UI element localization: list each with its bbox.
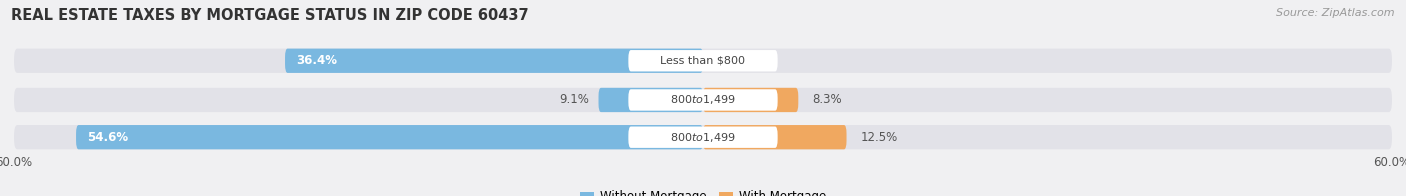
Text: 9.1%: 9.1% bbox=[560, 93, 589, 106]
Legend: Without Mortgage, With Mortgage: Without Mortgage, With Mortgage bbox=[575, 186, 831, 196]
FancyBboxPatch shape bbox=[599, 88, 703, 112]
Text: Less than $800: Less than $800 bbox=[661, 56, 745, 66]
FancyBboxPatch shape bbox=[628, 50, 778, 72]
Text: REAL ESTATE TAXES BY MORTGAGE STATUS IN ZIP CODE 60437: REAL ESTATE TAXES BY MORTGAGE STATUS IN … bbox=[11, 8, 529, 23]
FancyBboxPatch shape bbox=[703, 125, 846, 149]
Text: Source: ZipAtlas.com: Source: ZipAtlas.com bbox=[1277, 8, 1395, 18]
Text: 8.3%: 8.3% bbox=[813, 93, 842, 106]
Text: $800 to $1,499: $800 to $1,499 bbox=[671, 131, 735, 144]
FancyBboxPatch shape bbox=[628, 126, 778, 148]
Text: 54.6%: 54.6% bbox=[87, 131, 129, 144]
FancyBboxPatch shape bbox=[285, 49, 703, 73]
FancyBboxPatch shape bbox=[14, 88, 1392, 112]
FancyBboxPatch shape bbox=[703, 88, 799, 112]
FancyBboxPatch shape bbox=[628, 89, 778, 111]
Text: $800 to $1,499: $800 to $1,499 bbox=[671, 93, 735, 106]
Text: 12.5%: 12.5% bbox=[860, 131, 897, 144]
Text: 36.4%: 36.4% bbox=[297, 54, 337, 67]
Text: 0.0%: 0.0% bbox=[717, 54, 747, 67]
FancyBboxPatch shape bbox=[14, 49, 1392, 73]
FancyBboxPatch shape bbox=[76, 125, 703, 149]
FancyBboxPatch shape bbox=[14, 125, 1392, 149]
